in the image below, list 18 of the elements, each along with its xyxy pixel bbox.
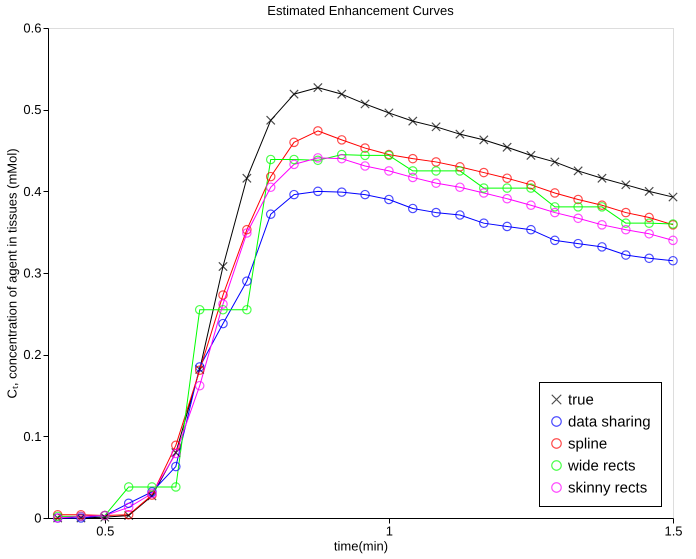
legend-label: spline <box>568 436 608 452</box>
y-tick-label: 0.4 <box>23 184 42 199</box>
legend-label: wide rects <box>567 458 636 474</box>
x-tick-label: 1.5 <box>664 524 683 538</box>
x-tick-label: 0.5 <box>96 524 114 538</box>
x-axis-title: time(min) <box>334 538 388 554</box>
y-tick-label: 0.1 <box>23 428 42 444</box>
y-axis-title: Cₜ, concentration of agent in tissues (mMol) <box>4 148 20 399</box>
chart-title: Estimated Enhancement Curves <box>267 3 454 18</box>
legend-label: skinny rects <box>568 480 648 496</box>
y-tick-label: 0 <box>34 510 42 526</box>
y-tick-label: 0.5 <box>23 102 42 118</box>
y-tick-label: 0.6 <box>23 20 42 36</box>
legend-label: data sharing <box>568 414 651 430</box>
x-tick-label: 1 <box>386 524 394 538</box>
legend-label: true <box>568 392 594 408</box>
y-tick-label: 0.3 <box>23 266 42 280</box>
y-tick-label: 0.2 <box>23 347 42 362</box>
